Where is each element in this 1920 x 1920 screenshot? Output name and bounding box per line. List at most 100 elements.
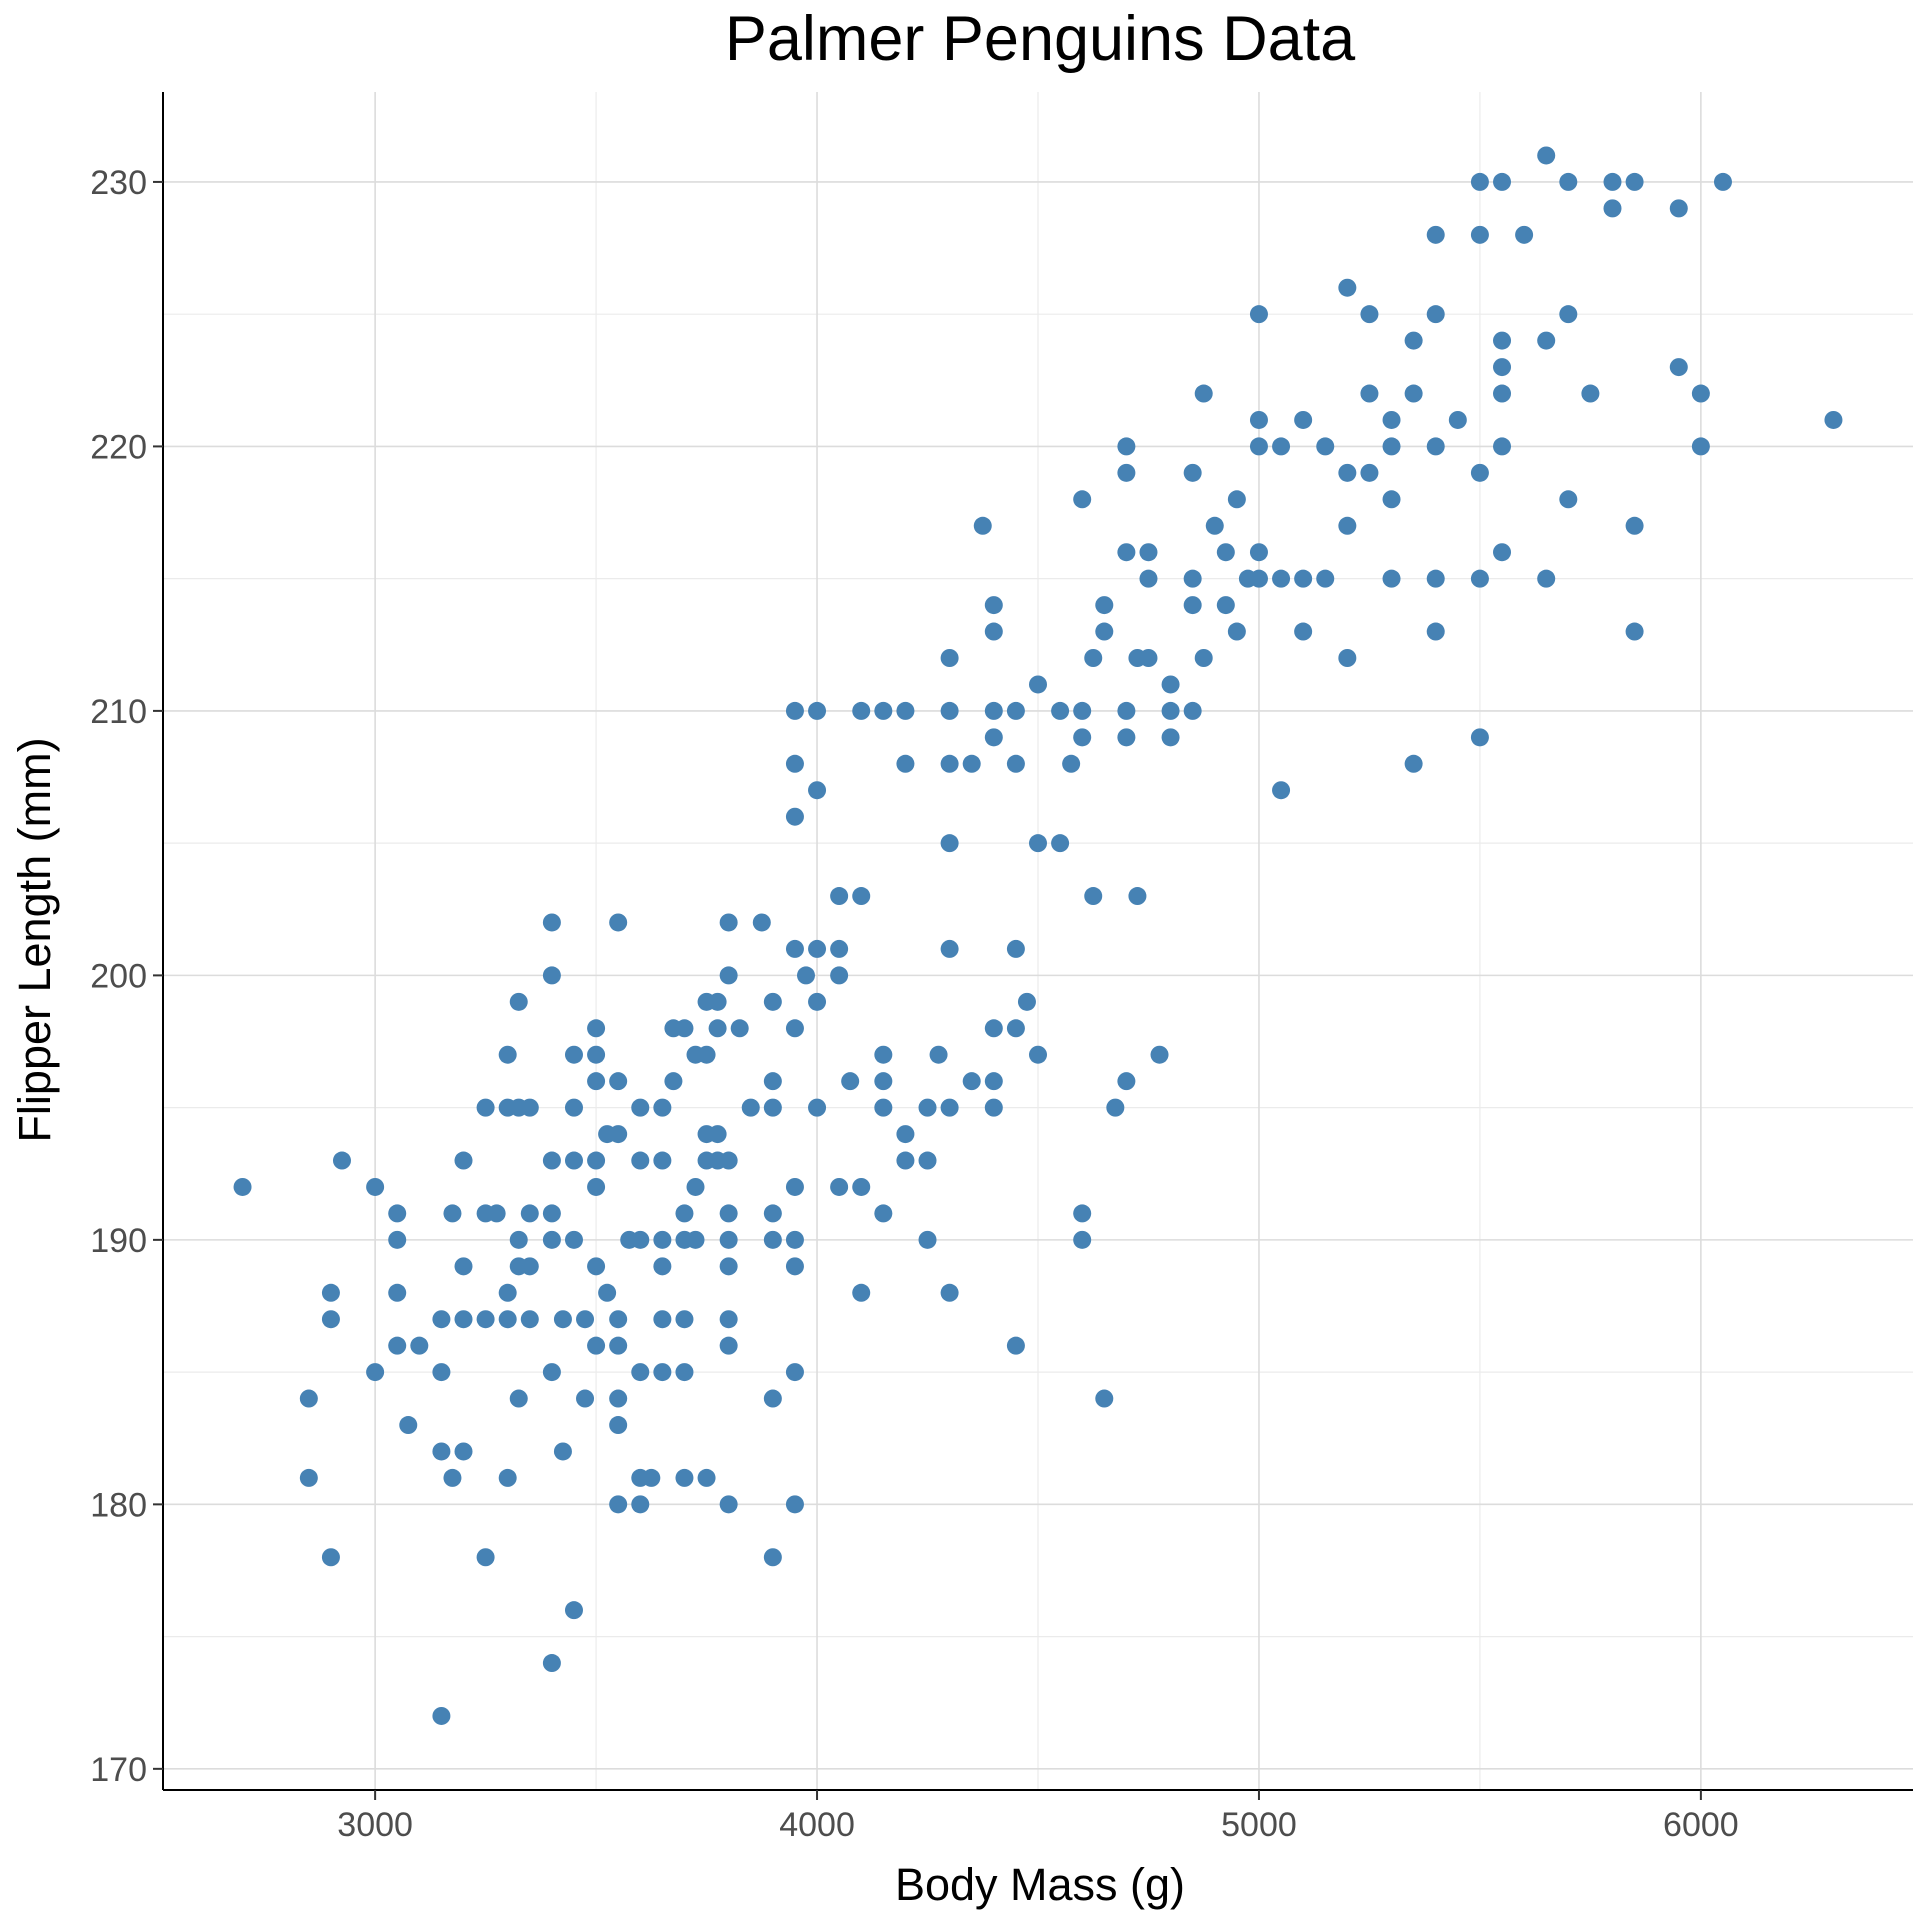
- data-point: [1426, 225, 1445, 244]
- data-point: [233, 1177, 252, 1196]
- y-tick-label: 220: [90, 428, 147, 466]
- data-point: [1537, 146, 1556, 165]
- data-point: [675, 1468, 694, 1487]
- data-point: [1360, 384, 1379, 403]
- data-point: [653, 1257, 672, 1276]
- data-point: [785, 1230, 804, 1249]
- data-point: [896, 1151, 915, 1170]
- data-point: [719, 1495, 738, 1514]
- data-point: [576, 1310, 595, 1329]
- data-point: [1272, 781, 1291, 800]
- data-point: [454, 1257, 473, 1276]
- data-point: [1006, 701, 1025, 720]
- x-tick-label: 6000: [1663, 1806, 1739, 1844]
- data-point: [1382, 569, 1401, 588]
- data-point: [719, 1151, 738, 1170]
- data-point: [1382, 410, 1401, 429]
- data-point: [852, 1283, 871, 1302]
- x-axis-title: Body Mass (g): [895, 1859, 1185, 1910]
- data-point: [808, 939, 827, 958]
- data-point: [1084, 887, 1103, 906]
- y-axis-ticks: 170 180 190 200 210 220 230: [90, 164, 163, 1789]
- data-point: [785, 939, 804, 958]
- data-point: [1603, 172, 1622, 191]
- data-point: [443, 1204, 462, 1223]
- data-point: [1161, 675, 1180, 694]
- data-point: [1150, 1045, 1169, 1064]
- data-point: [1537, 331, 1556, 350]
- data-point: [1073, 728, 1092, 747]
- data-point: [708, 1125, 727, 1144]
- data-point: [940, 649, 959, 667]
- data-point: [432, 1442, 451, 1461]
- data-point: [1139, 543, 1158, 562]
- data-point: [1404, 384, 1423, 403]
- data-point: [929, 1045, 948, 1064]
- data-point: [1205, 516, 1224, 535]
- data-point: [631, 1363, 650, 1382]
- data-point: [1227, 490, 1246, 509]
- data-point: [719, 966, 738, 985]
- data-point: [366, 1363, 385, 1382]
- data-point: [399, 1416, 418, 1435]
- data-point: [785, 1363, 804, 1382]
- data-point: [719, 1230, 738, 1249]
- data-point: [498, 1045, 517, 1064]
- data-point: [388, 1283, 407, 1302]
- data-point: [1316, 569, 1335, 588]
- data-point: [642, 1468, 661, 1487]
- data-point: [1006, 939, 1025, 958]
- data-point: [509, 992, 528, 1011]
- data-point: [1272, 569, 1291, 588]
- data-point: [1029, 834, 1047, 853]
- data-point: [587, 1151, 606, 1170]
- data-point: [852, 887, 871, 906]
- data-point: [609, 1389, 628, 1408]
- data-point: [1515, 225, 1534, 244]
- data-point: [1161, 701, 1180, 720]
- data-point: [443, 1468, 462, 1487]
- data-point: [1117, 543, 1136, 562]
- data-point: [984, 1098, 1003, 1117]
- data-point: [609, 1336, 628, 1355]
- data-point: [1470, 728, 1489, 747]
- data-point: [1029, 675, 1047, 694]
- data-point: [808, 701, 827, 720]
- data-point: [918, 1230, 937, 1249]
- data-point: [1691, 437, 1710, 456]
- data-point: [366, 1177, 385, 1196]
- data-point: [1404, 331, 1423, 350]
- data-point: [542, 1204, 561, 1223]
- data-point: [1824, 410, 1843, 429]
- data-point: [796, 966, 815, 985]
- data-point: [321, 1283, 340, 1302]
- x-tick-label: 4000: [779, 1806, 855, 1844]
- data-point: [1128, 887, 1147, 906]
- data-point: [1249, 410, 1268, 429]
- data-point: [1382, 490, 1401, 509]
- data-point: [1382, 437, 1401, 456]
- data-point: [1073, 1230, 1092, 1249]
- data-point: [1161, 728, 1180, 747]
- data-point: [830, 966, 849, 985]
- data-point: [1006, 1019, 1025, 1038]
- data-point: [631, 1151, 650, 1170]
- data-point: [1051, 834, 1070, 853]
- data-point: [830, 1177, 849, 1196]
- data-point: [896, 754, 915, 773]
- data-point: [454, 1310, 473, 1329]
- data-point: [1249, 437, 1268, 456]
- data-point: [542, 1151, 561, 1170]
- data-point: [984, 1019, 1003, 1038]
- data-point: [542, 1654, 561, 1673]
- data-point: [509, 1230, 528, 1249]
- data-point: [631, 1230, 650, 1249]
- data-point: [299, 1389, 318, 1408]
- data-point: [1106, 1098, 1125, 1117]
- data-point: [1559, 490, 1578, 509]
- data-point: [1559, 305, 1578, 324]
- data-point: [697, 1045, 716, 1064]
- data-point: [675, 1019, 694, 1038]
- data-point: [1669, 358, 1688, 377]
